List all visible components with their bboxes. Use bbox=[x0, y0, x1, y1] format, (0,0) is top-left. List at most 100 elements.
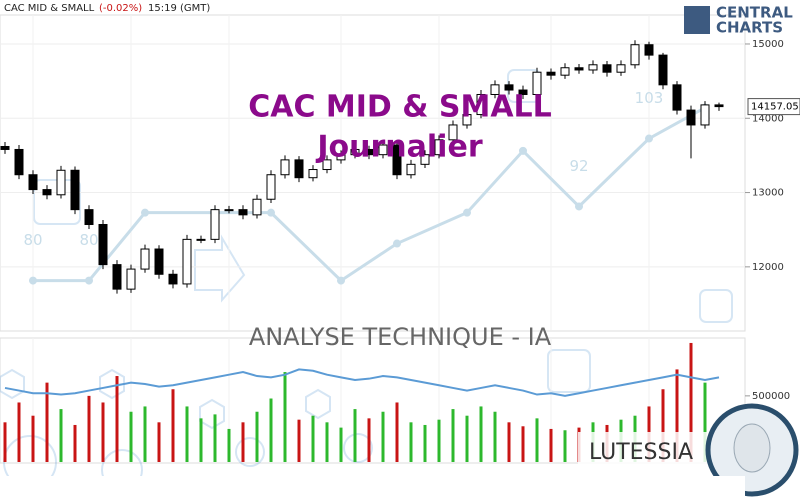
last-price-box bbox=[747, 98, 800, 116]
y-tick-label: 12000 bbox=[752, 262, 784, 273]
candle-body bbox=[336, 154, 346, 161]
candle-body bbox=[462, 114, 472, 126]
volume-bar bbox=[129, 411, 133, 462]
score-label: 103 bbox=[635, 89, 664, 107]
volume-bar bbox=[185, 406, 189, 462]
candle-body bbox=[406, 163, 416, 176]
candle-body bbox=[602, 64, 612, 73]
score-point bbox=[85, 276, 93, 285]
volume-bar bbox=[199, 418, 203, 462]
candle-body bbox=[294, 159, 304, 179]
candle-body bbox=[322, 159, 332, 171]
volume-bar bbox=[409, 422, 413, 462]
volume-bar bbox=[689, 342, 693, 462]
header-change: (-0.02%) bbox=[99, 3, 142, 14]
volume-bar bbox=[423, 424, 427, 462]
volume-bar bbox=[101, 402, 105, 462]
x-axis-strip bbox=[0, 476, 745, 500]
volume-bar bbox=[171, 389, 175, 462]
chart-title: CAC MID & SMALL bbox=[248, 90, 552, 125]
volume-bar bbox=[325, 422, 329, 462]
candle-body bbox=[686, 109, 696, 126]
candle-body bbox=[490, 84, 500, 95]
volume-bar bbox=[73, 424, 77, 462]
volume-bar bbox=[703, 382, 707, 462]
volume-bar bbox=[255, 411, 259, 462]
volume-bar bbox=[367, 418, 371, 462]
last-price: 14157.05 bbox=[751, 102, 799, 113]
candle-body bbox=[518, 89, 528, 95]
candle-body bbox=[434, 139, 444, 156]
score-point bbox=[645, 134, 653, 143]
candle-body bbox=[588, 64, 598, 71]
volume-bar bbox=[17, 402, 21, 462]
candle-body bbox=[476, 93, 486, 116]
volume-bar bbox=[87, 395, 91, 462]
score-point bbox=[393, 239, 401, 248]
score-point bbox=[141, 208, 149, 217]
volume-bar bbox=[297, 419, 301, 462]
score-line bbox=[33, 106, 706, 283]
avatar-face bbox=[733, 423, 771, 473]
candle-body bbox=[574, 67, 584, 71]
candle-body bbox=[630, 44, 640, 66]
header-symbol: CAC MID & SMALL bbox=[4, 3, 95, 14]
candle-body bbox=[644, 44, 654, 56]
candle-body bbox=[504, 84, 514, 91]
brand-box bbox=[578, 432, 708, 472]
volume-bar bbox=[311, 415, 315, 462]
score-label: 80 bbox=[79, 231, 98, 249]
volume-bar bbox=[353, 409, 357, 462]
candle-body bbox=[378, 144, 388, 156]
volume-bar bbox=[507, 422, 511, 462]
y-tick-label: 13000 bbox=[752, 188, 784, 199]
candle-body bbox=[308, 169, 318, 179]
volume-bar bbox=[437, 419, 441, 462]
volume-bar bbox=[283, 372, 287, 462]
volume-bar bbox=[143, 406, 147, 462]
volume-bar bbox=[339, 427, 343, 462]
volume-bar bbox=[395, 402, 399, 462]
score-point bbox=[463, 208, 471, 217]
candle-body bbox=[546, 71, 556, 76]
candle-body bbox=[0, 145, 10, 150]
logo-text: CHARTS bbox=[716, 19, 783, 37]
candle-body bbox=[280, 159, 290, 176]
candle-body bbox=[714, 104, 724, 108]
candle-body bbox=[196, 238, 206, 241]
volume-bar bbox=[3, 422, 7, 462]
volume-bar bbox=[549, 428, 553, 462]
score-point bbox=[337, 276, 345, 285]
candle-body bbox=[350, 148, 360, 156]
volume-bar bbox=[493, 411, 497, 462]
volume-bar bbox=[521, 426, 525, 462]
volume-bar bbox=[45, 382, 49, 462]
volume-bar bbox=[269, 398, 273, 462]
logo-text: CENTRAL bbox=[716, 4, 793, 22]
candle-body bbox=[224, 209, 234, 212]
candle-body bbox=[98, 224, 108, 266]
candle-body bbox=[28, 174, 38, 191]
volume-ma-line bbox=[4, 368, 720, 397]
volume-bar bbox=[157, 422, 161, 462]
candle-body bbox=[532, 71, 542, 95]
candle-body bbox=[168, 273, 178, 285]
score-point bbox=[519, 146, 527, 155]
volume-bar bbox=[241, 422, 245, 462]
candle-body bbox=[420, 154, 430, 165]
candle-body bbox=[56, 169, 66, 196]
candle-body bbox=[84, 209, 94, 226]
volume-bar bbox=[213, 414, 217, 462]
brand: LUTESSIA bbox=[589, 440, 693, 465]
watermark: ANALYSE TECHNIQUE - IA bbox=[249, 323, 552, 351]
score-label: 80 bbox=[23, 231, 42, 249]
chart-subtitle: Journalier bbox=[315, 130, 482, 165]
candle-body bbox=[112, 264, 122, 290]
y-tick-label: 14000 bbox=[752, 113, 784, 124]
header-time: 15:19 (GMT) bbox=[148, 3, 210, 14]
volume-bar bbox=[479, 406, 483, 462]
volume-bar bbox=[563, 430, 567, 462]
volume-bar bbox=[115, 376, 119, 462]
volume-bar bbox=[31, 415, 35, 462]
